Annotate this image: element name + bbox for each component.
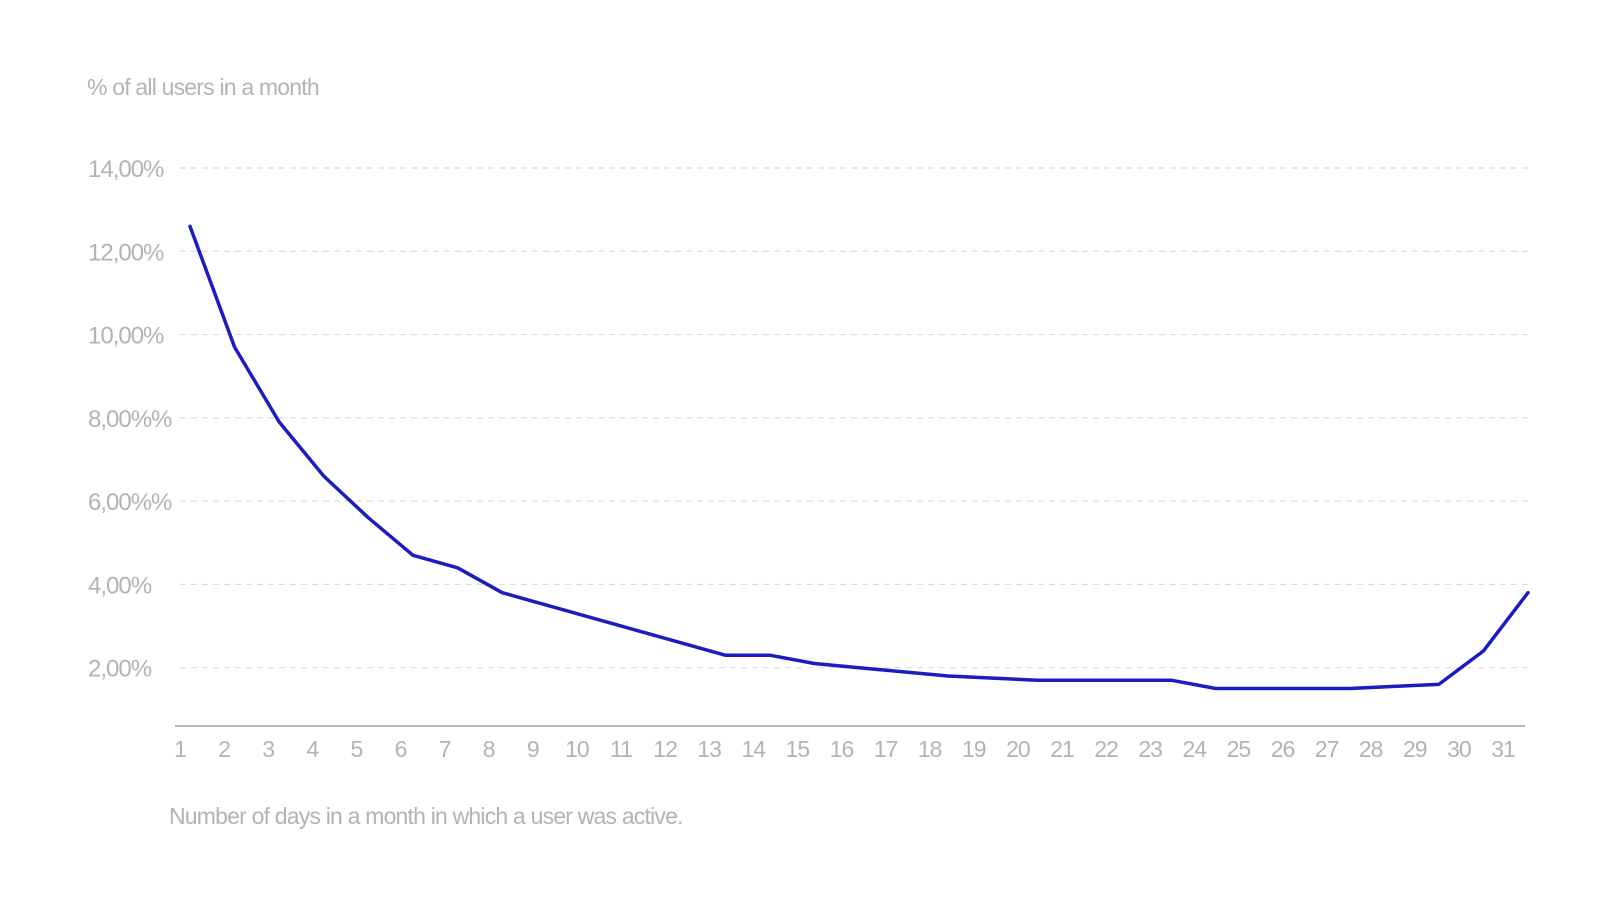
y-tick-label: 4,00% <box>88 572 152 599</box>
y-axis-labels: 2,00% 4,00% 6,00%% 8,00%% 10,00% 12,00% 14,00% <box>88 156 173 683</box>
x-tick-label: 29 <box>1403 736 1427 762</box>
x-tick-label: 18 <box>918 736 942 762</box>
x-tick-label: 7 <box>439 736 451 762</box>
y-tick-label: 14,00% <box>88 156 164 183</box>
x-axis-labels: 1 2 3 4 5 6 7 8 9 10 11 12 13 14 15 16 17 18 19 20 21 22 23 24 2… <box>174 736 1516 762</box>
y-tick-label: 2,00% <box>88 656 152 683</box>
y-tick-label: 6,00%% <box>88 489 172 516</box>
series-line <box>188 224 1530 691</box>
x-tick-label: 15 <box>786 736 810 762</box>
x-axis-title: Number of days in a month in which a use… <box>169 803 683 829</box>
x-tick-label: 4 <box>306 736 319 762</box>
x-tick-label: 2 <box>218 736 230 762</box>
x-tick-label: 25 <box>1227 736 1251 762</box>
x-tick-label: 24 <box>1183 736 1208 762</box>
y-tick-label: 8,00%% <box>88 406 172 433</box>
x-tick-label: 10 <box>565 736 589 762</box>
x-tick-label: 9 <box>527 736 539 762</box>
x-tick-label: 11 <box>610 736 632 762</box>
x-tick-label: 3 <box>262 736 274 762</box>
x-tick-label: 17 <box>874 736 898 762</box>
x-tick-label: 12 <box>653 736 677 762</box>
x-tick-label: 1 <box>174 736 186 762</box>
x-tick-label: 30 <box>1447 736 1471 762</box>
x-tick-label: 26 <box>1271 736 1295 762</box>
x-tick-label: 21 <box>1050 736 1074 762</box>
x-tick-label: 23 <box>1138 736 1162 762</box>
x-tick-label: 20 <box>1006 736 1030 762</box>
x-tick-label: 5 <box>351 736 363 762</box>
x-tick-label: 16 <box>830 736 854 762</box>
y-tick-label: 10,00% <box>88 323 164 350</box>
series-group <box>188 224 1530 691</box>
x-tick-label: 8 <box>483 736 495 762</box>
y-tick-label: 12,00% <box>88 239 164 266</box>
x-tick-label: 27 <box>1315 736 1339 762</box>
x-tick-label: 28 <box>1359 736 1383 762</box>
x-tick-label: 19 <box>962 736 986 762</box>
x-tick-label: 31 <box>1491 736 1515 762</box>
x-tick-label: 14 <box>742 736 767 762</box>
x-tick-label: 6 <box>395 736 407 762</box>
y-axis-title: % of all users in a month <box>87 74 319 100</box>
x-tick-label: 13 <box>697 736 721 762</box>
x-tick-label: 22 <box>1094 736 1118 762</box>
gridlines <box>180 167 1528 669</box>
